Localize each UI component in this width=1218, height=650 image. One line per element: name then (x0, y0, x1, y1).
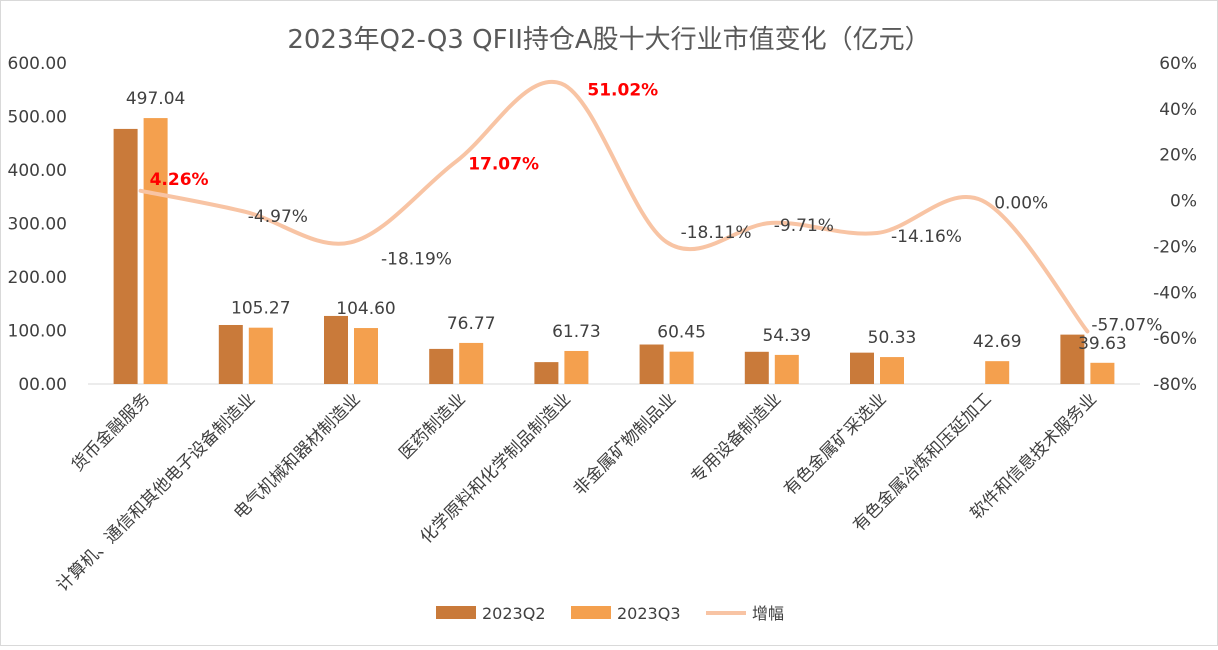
growth-label: 17.07% (468, 154, 539, 174)
bar-2023q3-label: 76.77 (447, 314, 496, 334)
bars-layer (113, 118, 1115, 384)
bar-2023q3-label: 39.63 (1078, 334, 1127, 354)
bar-2023q3-label: 497.04 (126, 89, 185, 109)
right-tick-label: 20% (1159, 146, 1197, 166)
legend: 2023Q2 2023Q3 增幅 (436, 604, 784, 623)
bar-2023q3 (459, 342, 484, 384)
growth-label: -18.11% (681, 223, 752, 243)
left-tick-label: 100.00 (8, 322, 67, 342)
bar-2023q3 (669, 351, 694, 384)
bar-2023q3-label: 105.27 (231, 299, 290, 319)
legend-label-2023q3: 2023Q3 (617, 604, 681, 623)
left-tick-label: 00.00 (18, 375, 67, 395)
bar-2023q2 (429, 348, 454, 384)
left-tick-label: 600.00 (8, 54, 67, 74)
growth-label: 51.02% (587, 81, 658, 101)
growth-label: -9.71% (774, 216, 834, 236)
left-tick-label: 400.00 (8, 161, 67, 181)
bar-2023q3-label: 61.73 (552, 322, 601, 342)
bar-2023q2 (850, 352, 874, 384)
right-tick-label: 0% (1170, 192, 1197, 212)
right-tick-label: -40% (1153, 283, 1197, 303)
bar-2023q2 (1060, 334, 1085, 384)
bar-2023q3-label: 104.60 (336, 299, 395, 319)
right-tick-label: 60% (1159, 54, 1197, 74)
bar-2023q2 (639, 344, 664, 384)
bar-2023q2 (218, 324, 243, 384)
bar-2023q3-label: 42.69 (973, 332, 1022, 352)
growth-line (138, 79, 1090, 334)
right-tick-label: 40% (1159, 100, 1197, 120)
chart-title: 2023年Q2-Q3 QFII持仓A股十大行业市值变化（亿元） (287, 25, 930, 55)
bar-2023q3 (143, 118, 168, 384)
legend-swatch-2023q3 (571, 606, 611, 619)
growth-label: -14.16% (891, 227, 962, 247)
bar-2023q2 (744, 351, 769, 384)
bar-2023q3 (1090, 362, 1115, 384)
bar-2023q3-label: 54.39 (762, 326, 811, 346)
left-tick-label: 200.00 (8, 268, 67, 288)
bar-2023q2 (113, 128, 138, 384)
growth-line-layer (138, 79, 1090, 334)
bar-labels-layer: 497.04 105.27 104.60 76.77 61.73 60.45 54.39 50… (126, 89, 1127, 354)
bar-2023q2 (324, 315, 348, 384)
bar-2023q3-label: 60.45 (657, 323, 706, 343)
growth-labels-layer: 4.26% -4.97% -18.19% 17.07% 51.02% -18.11% -9.… (150, 81, 1163, 336)
right-tick-label: -80% (1153, 375, 1197, 395)
bar-2023q3-label: 50.33 (868, 328, 917, 348)
growth-label: 0.00% (994, 194, 1048, 214)
growth-label: -57.07% (1091, 315, 1162, 335)
bar-2023q3 (985, 361, 1010, 384)
right-tick-label: -60% (1153, 329, 1197, 349)
legend-swatch-2023q2 (436, 606, 476, 619)
right-tick-label: -20% (1153, 237, 1197, 257)
growth-label: 4.26% (150, 170, 209, 190)
legend-label-2023q2: 2023Q2 (482, 604, 546, 623)
growth-label: -18.19% (381, 249, 452, 269)
bar-2023q2 (534, 362, 559, 384)
legend-label-growth: 增幅 (752, 604, 784, 623)
bar-2023q3 (564, 350, 589, 384)
bar-2023q3 (248, 327, 273, 384)
bar-2023q3 (354, 328, 378, 384)
left-tick-label: 500.00 (8, 108, 67, 128)
left-axis: 600.00 500.00 400.00 300.00 200.00 100.00 00.0… (8, 54, 67, 395)
right-axis: 60% 40% 20% 0% -20% -40% -60% -80% (1153, 54, 1197, 395)
growth-label: -4.97% (248, 207, 308, 227)
bar-2023q3 (880, 357, 904, 384)
bar-2023q3 (774, 354, 799, 384)
left-tick-label: 300.00 (8, 215, 67, 235)
